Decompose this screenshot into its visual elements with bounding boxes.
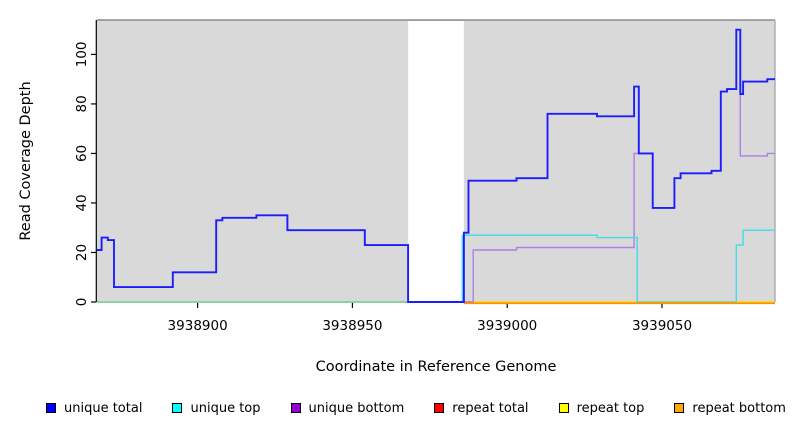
x-tick-label: 3938900 <box>168 318 228 334</box>
y-tick-label: 40 <box>74 194 90 211</box>
y-tick-label: 20 <box>74 244 90 261</box>
y-tick-label: 100 <box>74 42 90 68</box>
legend-item-repeat-top: repeat top <box>558 400 645 416</box>
legend-swatch-repeat-total <box>434 403 445 413</box>
legend-label: unique bottom <box>308 400 405 416</box>
legend-swatch-unique-bottom <box>290 403 301 413</box>
legend-item-repeat-total: repeat total <box>434 400 529 416</box>
x-tick-label: 3938950 <box>322 318 382 334</box>
legend-swatch-unique-total <box>46 403 56 413</box>
y-axis-title: Read Coverage Depth <box>18 81 34 240</box>
x-tick-label: 3939050 <box>632 318 692 334</box>
y-tick-label: 0 <box>74 298 90 307</box>
legend-label: unique top <box>190 400 261 416</box>
series-unique-total-line <box>97 28 775 303</box>
legend-swatch-repeat-top <box>558 403 569 413</box>
legend-label: repeat total <box>452 400 529 416</box>
legend-label: repeat bottom <box>692 400 786 416</box>
legend-item-unique-top: unique top <box>172 400 261 416</box>
x-axis-title: Coordinate in Reference Genome <box>316 359 557 375</box>
legend-item-unique-bottom: unique bottom <box>290 400 405 416</box>
legend-swatch-unique-top <box>172 403 183 413</box>
y-tick-label: 60 <box>74 145 90 162</box>
no-data-gap-region <box>408 21 464 302</box>
series-unique-top-line <box>97 229 775 303</box>
legend-item-unique-total: unique total <box>46 401 142 416</box>
legend-swatch-repeat-bottom <box>674 403 685 413</box>
legend-item-repeat-bottom: repeat bottom <box>674 401 786 416</box>
y-tick-label: 80 <box>74 95 90 112</box>
legend-label: repeat top <box>576 400 645 416</box>
legend-label: unique total <box>64 400 143 416</box>
x-tick-label: 3939000 <box>477 318 537 334</box>
plot-legend: unique total unique top unique bottom repea… <box>46 398 786 418</box>
